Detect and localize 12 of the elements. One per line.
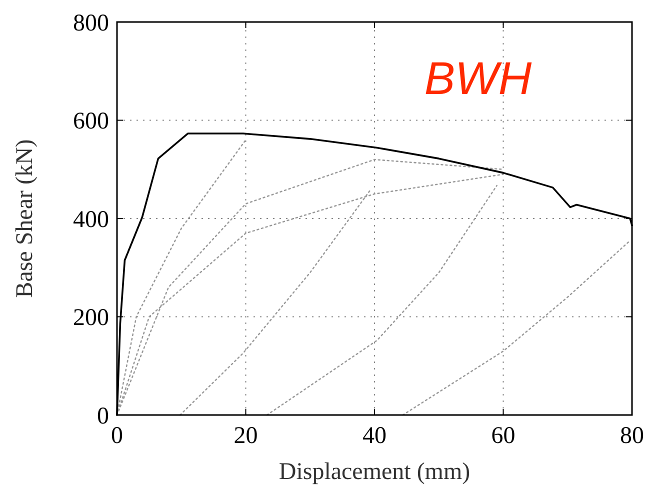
y-tick-label: 600 [73,108,109,135]
x-tick-label: 20 [234,423,258,449]
y-tick-label: 200 [73,305,109,332]
y-tick-label: 0 [97,403,109,430]
y-tick-label: 800 [73,10,109,36]
annotation: BWH [424,52,532,104]
y-axis-title: Base Shear (kN) [12,139,38,298]
x-tick-label: 80 [620,423,644,449]
x-tick-label: 40 [362,423,386,449]
x-axis-title: Displacement (mm) [278,459,470,485]
y-tick-label: 400 [73,206,109,233]
x-tick-label: 60 [491,423,516,449]
